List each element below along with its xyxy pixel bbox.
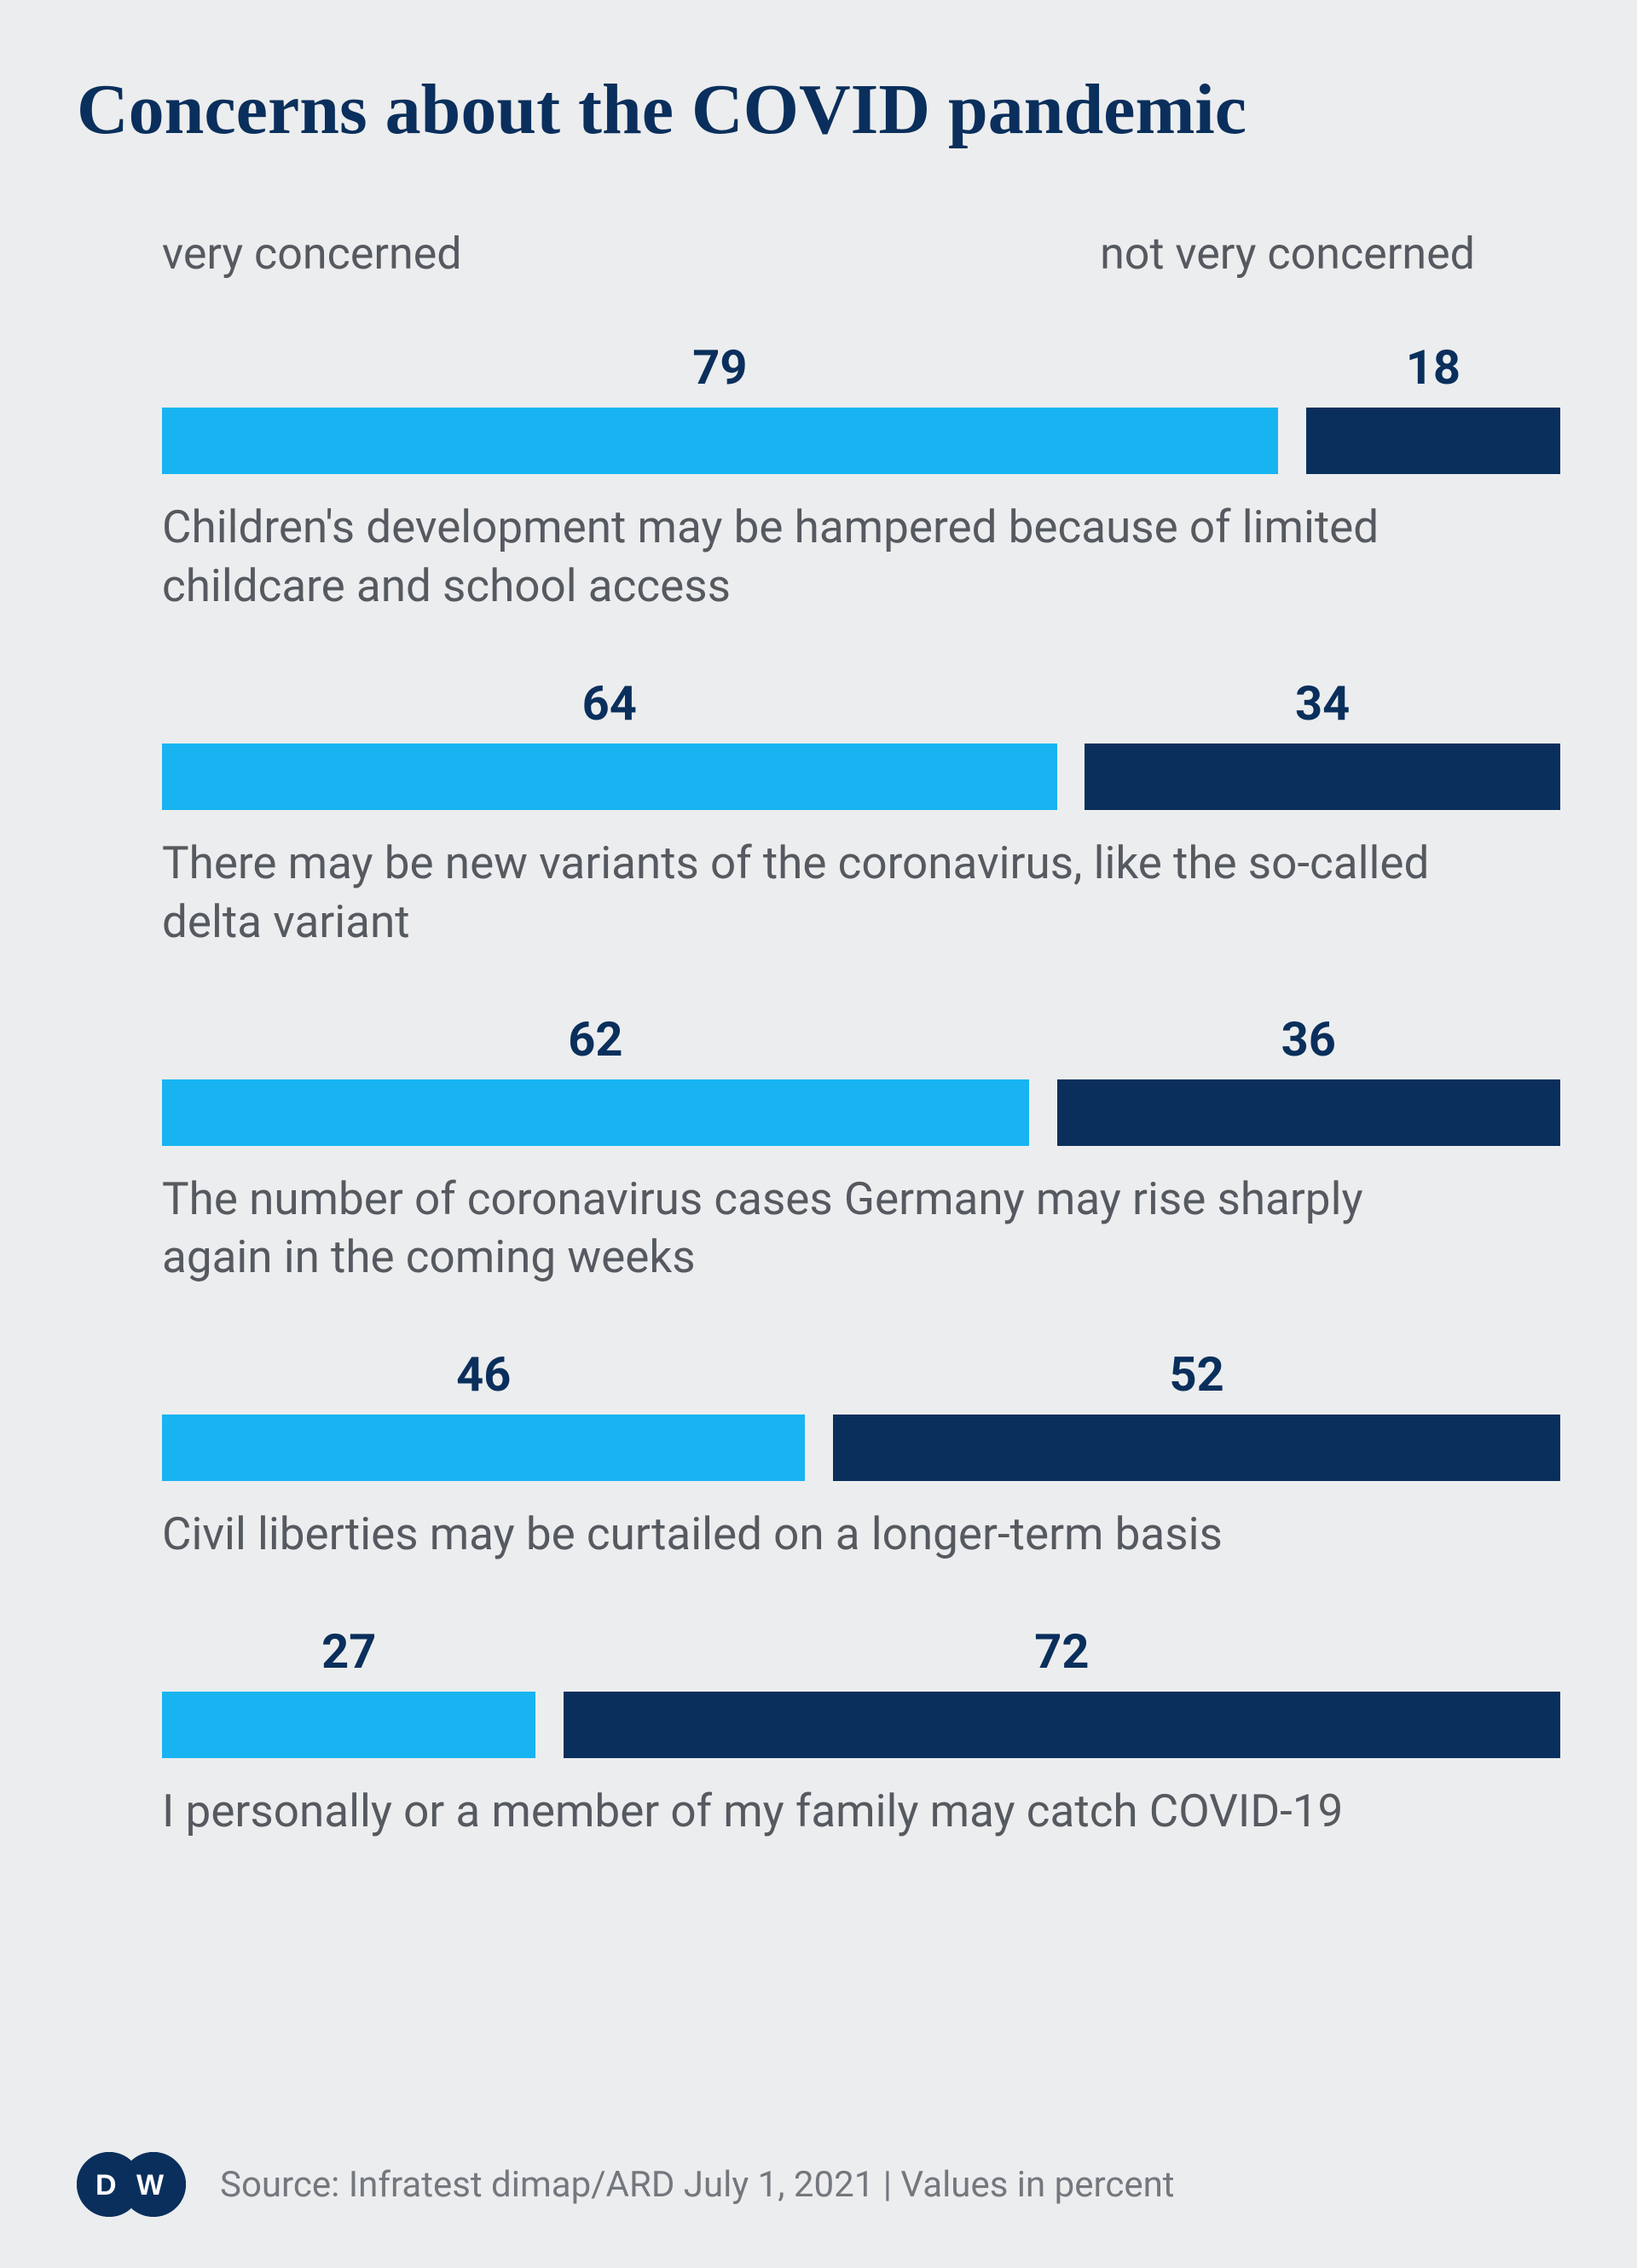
concern-row: 27 72 I personally or a member of my famil… [162, 1623, 1560, 1841]
dw-logo-icon: D W [77, 2152, 186, 2217]
value-row: 62 36 [162, 1011, 1560, 1079]
chart-title: Concerns about the COVID pandemic [77, 68, 1560, 151]
bar-concerned [162, 743, 1057, 810]
value-not-concerned: 18 [1306, 339, 1560, 408]
value-not-concerned: 34 [1085, 675, 1560, 743]
value-row: 64 34 [162, 675, 1560, 743]
bar-concerned [162, 1415, 805, 1481]
value-concerned: 27 [162, 1623, 535, 1692]
row-label: Civil liberties may be curtailed on a lo… [162, 1505, 1475, 1564]
bar-gap [1057, 743, 1085, 810]
value-not-concerned: 36 [1057, 1011, 1560, 1079]
bar-row [162, 743, 1560, 810]
value-row: 46 52 [162, 1346, 1560, 1415]
value-row: 79 18 [162, 339, 1560, 408]
bar-row [162, 1415, 1560, 1481]
bar-gap [1278, 408, 1306, 474]
bar-not-concerned [1057, 1079, 1560, 1146]
svg-text:D: D [95, 2169, 117, 2201]
row-label: Children's development may be hampered b… [162, 498, 1475, 616]
value-concerned: 62 [162, 1011, 1029, 1079]
bar-concerned [162, 1079, 1029, 1146]
concern-row: 46 52 Civil liberties may be curtailed on … [162, 1346, 1560, 1564]
concern-row: 64 34 There may be new variants of the cor… [162, 675, 1560, 952]
value-not-concerned: 52 [833, 1346, 1560, 1415]
bar-row [162, 408, 1560, 474]
value-concerned: 79 [162, 339, 1278, 408]
concern-row: 79 18 Children's development may be hamper… [162, 339, 1560, 616]
bar-gap [805, 1415, 833, 1481]
value-gap [1057, 675, 1085, 743]
row-label: The number of coronavirus cases Germany … [162, 1170, 1475, 1287]
svg-text:W: W [136, 2169, 165, 2201]
bar-gap [1029, 1079, 1057, 1146]
legend-very-concerned: very concerned [162, 228, 462, 280]
row-label: There may be new variants of the coronav… [162, 834, 1475, 952]
value-row: 27 72 [162, 1623, 1560, 1692]
value-concerned: 46 [162, 1346, 805, 1415]
value-gap [1029, 1011, 1057, 1079]
row-label: I personally or a member of my family ma… [162, 1782, 1475, 1841]
bar-gap [535, 1692, 563, 1758]
value-gap [535, 1623, 563, 1692]
bar-concerned [162, 1692, 535, 1758]
value-concerned: 64 [162, 675, 1057, 743]
bar-not-concerned [1306, 408, 1560, 474]
legend-row: very concerned not very concerned [77, 228, 1560, 280]
value-gap [1278, 339, 1306, 408]
footer-source-text: Source: Infratest dimap/ARD July 1, 2021… [220, 2164, 1175, 2206]
footer: D W Source: Infratest dimap/ARD July 1, … [77, 2126, 1560, 2217]
bar-not-concerned [1085, 743, 1560, 810]
value-not-concerned: 72 [564, 1623, 1560, 1692]
value-gap [805, 1346, 833, 1415]
legend-not-very-concerned: not very concerned [1100, 228, 1475, 280]
concern-row: 62 36 The number of coronavirus cases Germ… [162, 1011, 1560, 1287]
bar-concerned [162, 408, 1278, 474]
bar-not-concerned [833, 1415, 1560, 1481]
bar-row [162, 1692, 1560, 1758]
bar-row [162, 1079, 1560, 1146]
bar-not-concerned [564, 1692, 1560, 1758]
rows-container: 79 18 Children's development may be hamper… [77, 339, 1560, 1901]
